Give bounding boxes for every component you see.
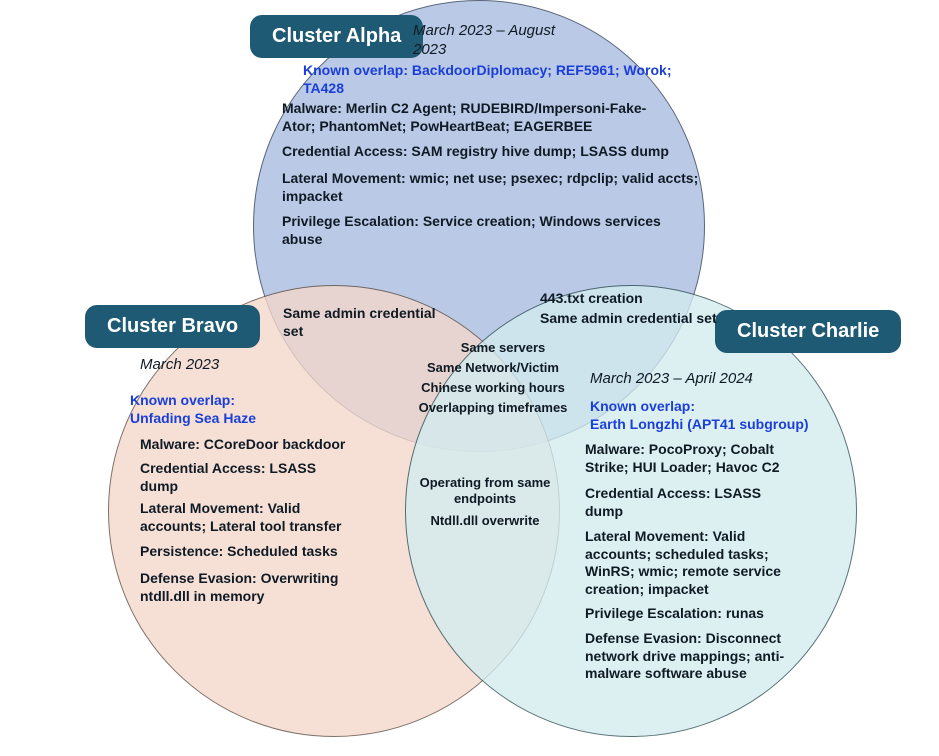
bravo-date: March 2023 [140,356,280,375]
intersect-ab-line1: Same admin credential set [283,305,443,340]
charlie-known-label: Known overlap: [590,398,820,416]
bravo-lateral: Lateral Movement: Valid accounts; Latera… [140,500,370,535]
intersect-abc-l3: Chinese working hours [408,380,578,396]
alpha-priv-esc: Privilege Escalation: Service creation; … [282,213,682,248]
alpha-cred-access: Credential Access: SAM registry hive dum… [282,143,702,161]
badge-cluster-bravo: Cluster Bravo [85,305,260,348]
alpha-known-overlap: Known overlap: BackdoorDiplomacy; REF596… [303,62,673,97]
badge-cluster-alpha: Cluster Alpha [250,15,423,58]
charlie-known-value: Earth Longzhi (APT41 subgroup) [590,416,830,434]
venn-canvas: Cluster Alpha Cluster Bravo Cluster Char… [0,0,939,756]
intersect-bc-l2: Ntdll.dll overwrite [400,513,570,529]
bravo-known-label: Known overlap: [130,392,330,410]
alpha-malware: Malware: Merlin C2 Agent; RUDEBIRD/Imper… [282,100,677,135]
alpha-date: March 2023 – August 2023 [413,22,583,60]
alpha-lateral: Lateral Movement: wmic; net use; psexec;… [282,170,702,205]
intersect-abc-l1: Same servers [418,340,588,356]
bravo-known-value: Unfading Sea Haze [130,410,330,428]
bravo-persistence: Persistence: Scheduled tasks [140,543,370,561]
intersect-ac-line2: Same admin credential set [540,310,720,328]
badge-cluster-charlie: Cluster Charlie [715,310,901,353]
intersect-abc-l2: Same Network/Victim [408,360,578,376]
charlie-defense: Defense Evasion: Disconnect network driv… [585,630,825,683]
bravo-malware: Malware: CCoreDoor backdoor [140,436,370,454]
bravo-cred: Credential Access: LSASS dump [140,460,350,495]
charlie-date: March 2023 – April 2024 [590,370,790,389]
charlie-malware: Malware: PocoProxy; Cobalt Strike; HUI L… [585,441,805,476]
intersect-abc-l4: Overlapping timeframes [408,400,578,416]
charlie-cred: Credential Access: LSASS dump [585,485,795,520]
charlie-priv: Privilege Escalation: runas [585,605,815,623]
charlie-lateral: Lateral Movement: Valid accounts; schedu… [585,528,810,598]
bravo-defense: Defense Evasion: Overwriting ntdll.dll i… [140,570,360,605]
intersect-ac-line1: 443.txt creation [540,290,720,308]
intersect-bc-l1: Operating from same endpoints [400,475,570,508]
